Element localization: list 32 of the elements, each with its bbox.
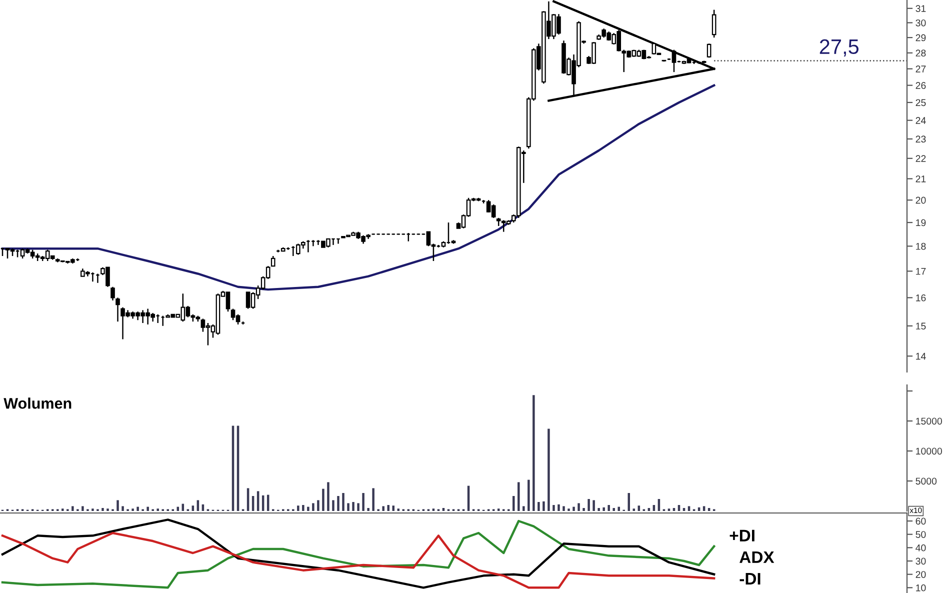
y-tick-label: 21 xyxy=(916,175,926,182)
y-tick-label: 31 xyxy=(916,5,926,12)
y-tick-label: 15 xyxy=(916,322,926,330)
y-tick-label: 5000 xyxy=(916,478,937,485)
y-tick-label: 28 xyxy=(916,50,926,57)
y-tick-label: 15000 xyxy=(916,418,942,425)
series-label: ADX xyxy=(740,551,774,563)
y-tick-label: 17 xyxy=(916,268,926,275)
y-tick-label: 22 xyxy=(916,155,926,162)
text: Wolumen xyxy=(4,398,72,409)
y-tick-label: 25 xyxy=(916,99,926,106)
y-tick-label: 30 xyxy=(916,558,926,565)
y-tick-label: 10 xyxy=(916,584,926,592)
y-tick-label: 50 xyxy=(916,531,926,538)
y-tick-label: 19 xyxy=(916,219,926,226)
y-tick-label: 27 xyxy=(916,66,926,72)
y-tick-label: 23 xyxy=(916,136,926,143)
y-tick-label: 16 xyxy=(916,294,926,302)
y-tick-label: 60 xyxy=(916,518,926,525)
y-tick-label: 26 xyxy=(916,82,926,89)
y-tick-label: 20 xyxy=(916,196,926,204)
y-tick-label: 14 xyxy=(916,352,926,360)
y-tick-label: 10000 xyxy=(916,448,942,455)
y-tick-label: 24 xyxy=(916,117,926,124)
y-tick-label: 40 xyxy=(916,544,926,552)
ref-line-label: 27,5 xyxy=(820,39,859,57)
series-label: -DI xyxy=(740,573,760,585)
series-label: +DI xyxy=(730,530,754,542)
y-tick-label: 29 xyxy=(916,34,926,42)
y-tick-label: 20 xyxy=(916,571,926,578)
y-tick-label: 30 xyxy=(916,19,926,26)
y-tick-label: 18 xyxy=(916,242,926,250)
